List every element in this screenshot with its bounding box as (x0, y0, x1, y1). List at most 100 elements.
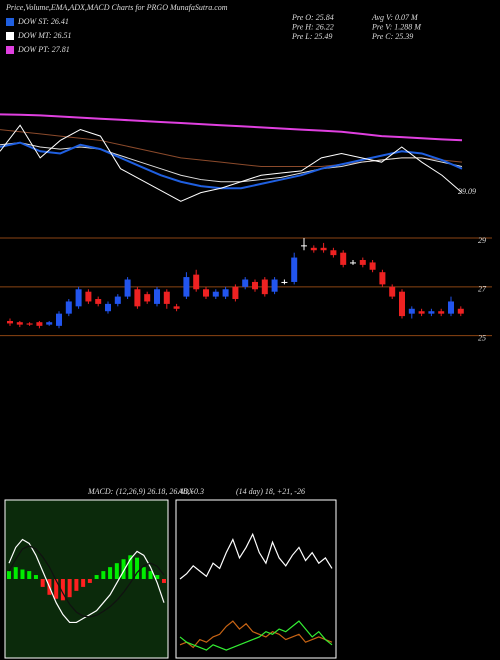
candle-body (212, 291, 219, 297)
candle-body (320, 247, 327, 251)
candle-body (310, 247, 317, 251)
candle-body (222, 289, 229, 297)
candle-body (252, 281, 258, 290)
legend-swatch (6, 46, 14, 54)
candle-body (105, 303, 111, 312)
candle-body (232, 286, 239, 300)
histogram-bar (81, 579, 86, 587)
candle-body (379, 272, 386, 285)
candle-body (271, 279, 278, 292)
candle-body (173, 306, 180, 309)
legend-swatch (6, 18, 14, 26)
line-series (179, 620, 333, 651)
stat-label: Pre V: 1.288 M (371, 22, 422, 31)
annotation: 29.09 (458, 187, 476, 196)
histogram-bar (13, 567, 18, 579)
histogram-bar (121, 559, 126, 579)
histogram-bar (128, 555, 133, 579)
stat-label: Pre O: 25.84 (291, 13, 334, 22)
candle-body (340, 252, 347, 265)
candle-body (95, 299, 102, 304)
line-series (0, 113, 463, 142)
candle-body (193, 274, 200, 290)
candle-body (301, 245, 307, 247)
candle-body (124, 279, 131, 297)
candle-body (46, 322, 53, 325)
candle-body (448, 301, 454, 314)
histogram-bar (27, 571, 32, 579)
candle-body (389, 286, 396, 297)
histogram-bar (135, 557, 140, 579)
histogram-bar (67, 579, 72, 598)
histogram-bar (155, 575, 160, 579)
line-series (179, 620, 333, 649)
histogram-bar (20, 569, 25, 579)
candle-body (65, 301, 72, 314)
candle-body (163, 291, 170, 304)
candle-body (203, 289, 209, 297)
candle-body (418, 311, 425, 314)
stat-label: Pre H: 26.22 (291, 22, 334, 31)
candle-body (350, 262, 356, 264)
candle-body (369, 262, 376, 270)
candle-body (242, 279, 249, 287)
candle-body (56, 313, 62, 326)
histogram-bar (60, 579, 65, 601)
candle-body (261, 279, 268, 295)
candle-body (428, 311, 435, 314)
legend-label: DOW PT: 27.81 (17, 45, 70, 54)
candle-body (36, 322, 43, 326)
legend-label: DOW ST: 26.41 (17, 17, 69, 26)
histogram-bar (54, 579, 59, 599)
candle-body (16, 322, 23, 325)
candle-body (457, 308, 464, 314)
panel (175, 499, 337, 659)
candle-body (7, 320, 13, 324)
candle-body (75, 289, 82, 307)
line-series (179, 532, 333, 580)
candle-body (359, 260, 366, 265)
histogram-bar (33, 575, 38, 579)
stat-label: Pre L: 25.49 (291, 32, 332, 41)
histogram-bar (94, 575, 99, 579)
y-tick-label: 27 (478, 285, 487, 294)
panel-title: MACD: (87, 487, 114, 496)
stat-label: Pre C: 25.39 (371, 32, 413, 41)
histogram-bar (162, 579, 166, 583)
histogram-bar (7, 571, 11, 579)
stat-label: Avg V: 0.07 M (371, 13, 419, 22)
candle-body (408, 308, 415, 314)
histogram-bar (108, 567, 113, 579)
candle-body (291, 257, 298, 282)
panel-subtitle: (14 day) 18, +21, -26 (236, 487, 305, 496)
y-tick-label: 29 (478, 236, 486, 245)
panel-subtitle: (12,26,9) 26.18, 26.48, -0.3 (116, 487, 204, 496)
candle-body (183, 277, 190, 297)
legend-label: DOW MT: 26.51 (17, 31, 72, 40)
histogram-bar (148, 571, 153, 579)
candle-body (281, 281, 288, 283)
histogram-bar (74, 579, 79, 591)
histogram-bar (87, 579, 92, 583)
histogram-bar (114, 563, 119, 579)
line-series (0, 141, 463, 190)
candle-body (154, 289, 160, 304)
legend-swatch (6, 32, 14, 40)
y-tick-label: 25 (478, 333, 486, 342)
candle-body (114, 296, 121, 304)
histogram-bar (40, 579, 45, 587)
candle-body (330, 250, 337, 256)
line-series (8, 545, 165, 618)
candle-body (26, 323, 33, 325)
page-title: Price,Volume,EMA,ADX,MACD Charts for PRG… (5, 3, 228, 12)
panel-title: ADX (177, 487, 195, 496)
candle-body (85, 291, 92, 302)
panel (4, 499, 169, 659)
candle-body (399, 291, 405, 317)
histogram-bar (141, 567, 146, 579)
candle-body (134, 289, 141, 307)
line-series (0, 124, 463, 202)
histogram-bar (101, 571, 106, 579)
candle-body (144, 294, 151, 302)
